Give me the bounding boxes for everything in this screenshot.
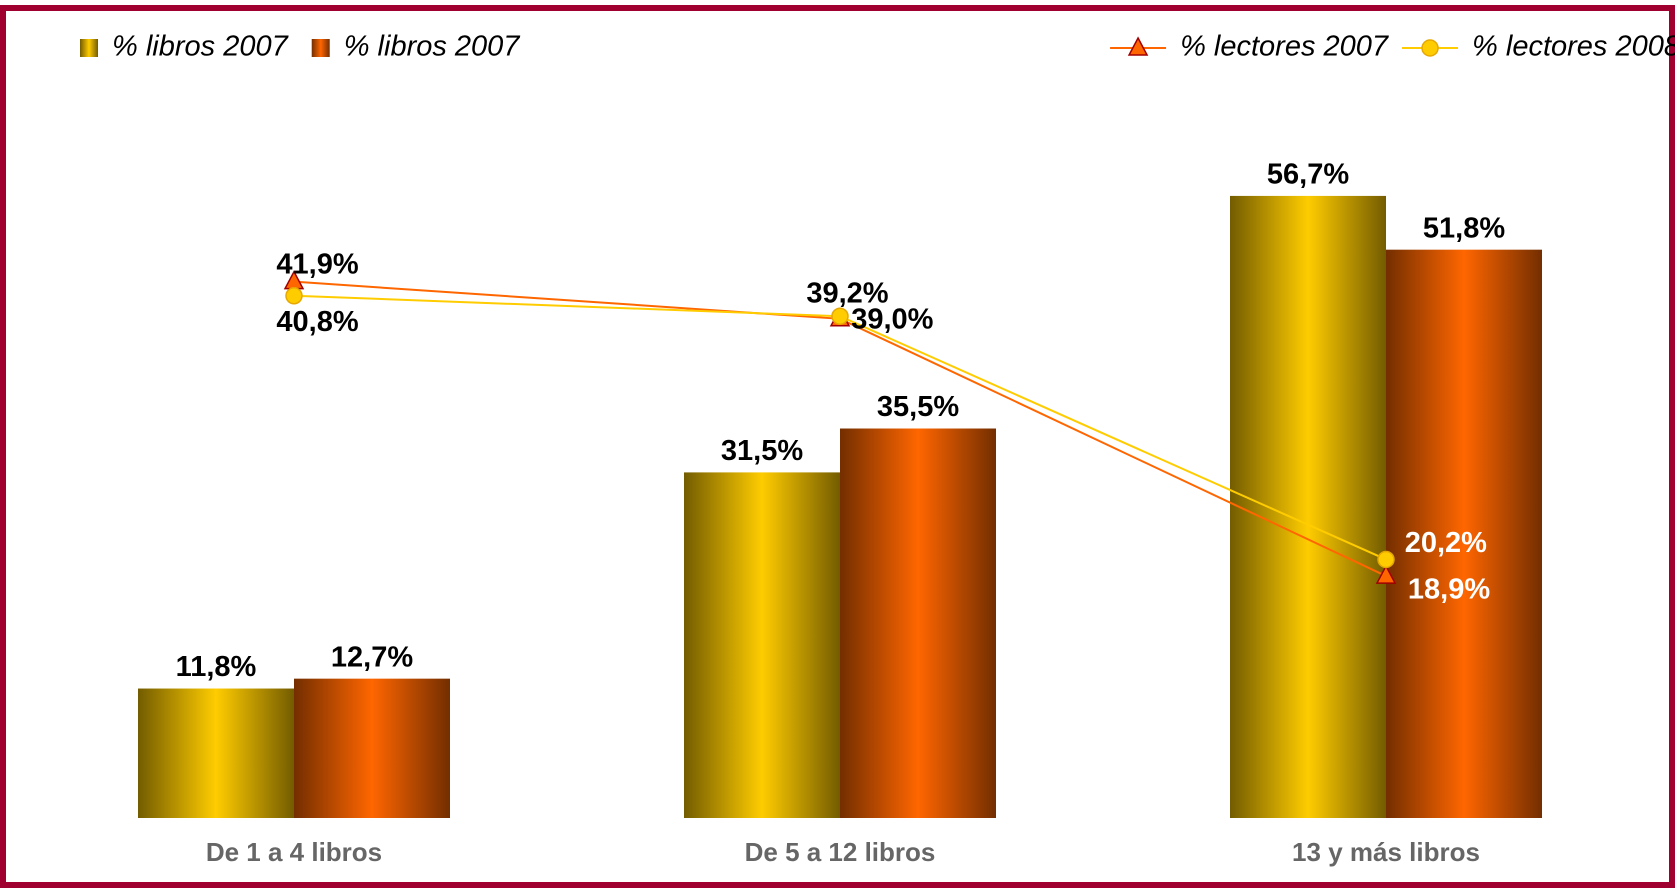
data-label: 39,0% <box>851 304 933 336</box>
legend-label: % libros 2007 <box>112 31 290 63</box>
x-tick-label: De 5 a 12 libros <box>745 837 936 867</box>
legend-marker <box>1421 39 1439 57</box>
data-label: 35,5% <box>877 391 959 423</box>
legend-label: % lectores 2007 <box>1180 31 1390 63</box>
data-label: 12,7% <box>331 641 413 673</box>
data-label: 18,9% <box>1408 574 1490 606</box>
bar <box>138 688 294 818</box>
x-tick-label: De 1 a 4 libros <box>206 837 382 867</box>
data-label: 40,8% <box>276 306 358 338</box>
bar <box>1386 249 1542 818</box>
bar <box>1230 195 1386 819</box>
legend-swatch <box>80 39 98 57</box>
data-label: 51,8% <box>1423 212 1505 244</box>
marker <box>285 287 303 305</box>
frame <box>0 5 1675 888</box>
data-label: 31,5% <box>721 435 803 467</box>
data-label: 20,2% <box>1405 527 1487 559</box>
data-label: 11,8% <box>176 651 257 683</box>
bar <box>684 472 840 818</box>
marker <box>831 307 849 325</box>
marker <box>1377 550 1395 569</box>
legend-label: % lectores 2008 <box>1472 31 1675 63</box>
bar <box>840 428 996 818</box>
data-label: 39,2% <box>806 278 888 310</box>
marker <box>1375 564 1397 584</box>
legend-marker <box>1127 36 1149 56</box>
data-label: 41,9% <box>276 248 358 280</box>
data-label: 56,7% <box>1267 159 1349 191</box>
bar <box>294 678 450 818</box>
legend-label: % libros 2007 <box>344 31 522 63</box>
legend-swatch <box>311 39 330 57</box>
x-tick-label: 13 y más libros <box>1292 837 1480 867</box>
